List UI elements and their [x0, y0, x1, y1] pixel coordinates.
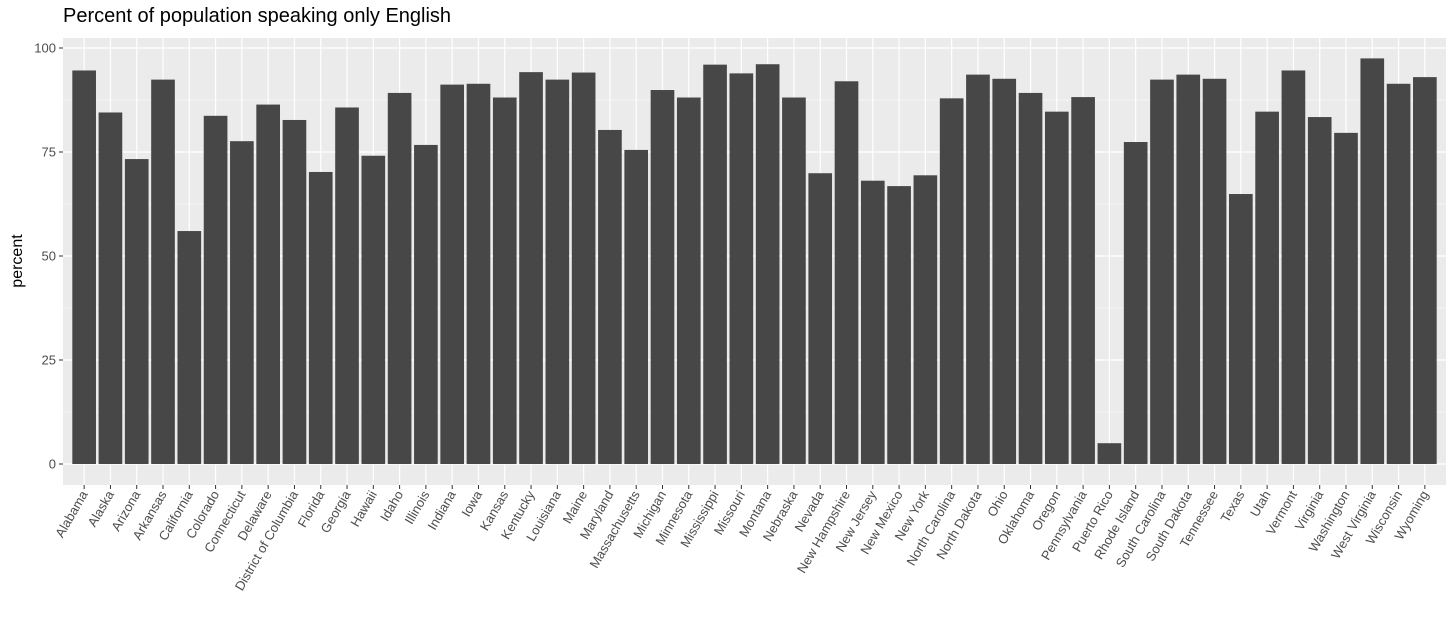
- bar-nevada: [808, 173, 833, 464]
- bar-kansas: [492, 97, 517, 464]
- bar-arizona: [124, 159, 149, 464]
- bar-mississippi: [703, 64, 727, 464]
- bar-pennsylvania: [1071, 97, 1095, 464]
- y-axis-title: percent: [9, 234, 26, 288]
- bar-maine: [571, 72, 596, 464]
- y-tick-label: 50: [42, 249, 56, 264]
- bar-nebraska: [782, 97, 806, 464]
- bar-montana: [755, 64, 780, 464]
- bar-tennessee: [1202, 78, 1227, 464]
- bar-wisconsin: [1386, 83, 1411, 464]
- bar-illinois: [414, 144, 438, 465]
- x-tick-label: Iowa: [458, 487, 485, 519]
- bar-new-york: [913, 175, 938, 464]
- x-tick-label: Alabama: [52, 487, 91, 540]
- x-axis: AlabamaAlaskaArizonaArkansasCaliforniaCo…: [52, 485, 1431, 593]
- bar-puerto-rico: [1097, 443, 1122, 464]
- bar-idaho: [387, 92, 412, 464]
- bar-iowa: [466, 83, 491, 464]
- bars: [72, 58, 1437, 465]
- bar-missouri: [729, 73, 754, 464]
- bar-arkansas: [151, 79, 175, 464]
- bar-south-carolina: [1150, 79, 1174, 464]
- bar-alaska: [98, 112, 123, 464]
- bar-delaware: [256, 104, 280, 465]
- x-tick-label: Ohio: [984, 488, 1011, 519]
- x-tick-label: Hawaii: [347, 488, 380, 529]
- bar-north-dakota: [966, 74, 990, 465]
- bar-west-virginia: [1360, 58, 1385, 465]
- bar-louisiana: [545, 79, 570, 464]
- bar-hawaii: [361, 155, 386, 464]
- y-tick-label: 25: [42, 353, 56, 368]
- bar-michigan: [650, 90, 675, 465]
- bar-georgia: [335, 107, 359, 464]
- bar-colorado: [203, 115, 228, 465]
- bar-new-mexico: [887, 186, 911, 464]
- bar-alabama: [72, 70, 96, 465]
- bar-utah: [1255, 111, 1279, 464]
- bar-new-hampshire: [834, 81, 859, 464]
- bar-california: [177, 231, 202, 464]
- bar-north-carolina: [939, 98, 964, 464]
- x-tick-label: Utah: [1247, 488, 1274, 519]
- bar-texas: [1229, 194, 1253, 465]
- y-tick-label: 100: [34, 41, 56, 56]
- bar-vermont: [1281, 70, 1306, 465]
- bar-ohio: [992, 78, 1017, 464]
- bar-district-of-columbia: [282, 119, 307, 464]
- bar-kentucky: [519, 72, 543, 465]
- bar-minnesota: [676, 97, 701, 464]
- bar-wyoming: [1413, 77, 1437, 465]
- bar-rhode-island: [1123, 142, 1148, 465]
- chart-title: Percent of population speaking only Engl…: [63, 5, 452, 27]
- bar-new-jersey: [860, 180, 885, 465]
- bar-connecticut: [230, 141, 254, 464]
- y-axis: 0 25 50 75 100: [34, 41, 63, 472]
- bar-oregon: [1044, 111, 1069, 464]
- bar-massachusetts: [624, 149, 649, 465]
- bar-south-dakota: [1176, 74, 1201, 465]
- bar-indiana: [440, 84, 465, 464]
- y-tick-label: 0: [49, 457, 56, 472]
- bar-virginia: [1307, 117, 1332, 464]
- y-tick-label: 75: [42, 145, 56, 160]
- bar-oklahoma: [1018, 92, 1043, 464]
- bar-florida: [308, 171, 333, 464]
- x-tick-label: Texas: [1217, 488, 1247, 525]
- bar-washington: [1334, 132, 1358, 464]
- bar-maryland: [598, 129, 622, 464]
